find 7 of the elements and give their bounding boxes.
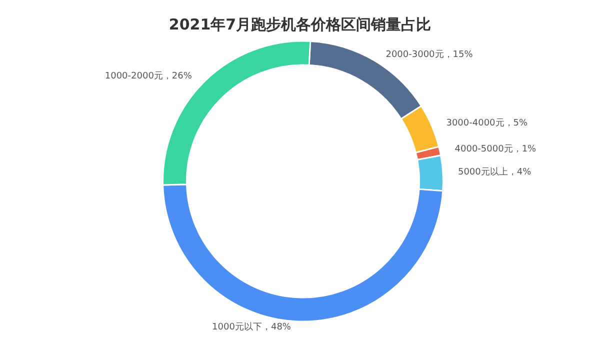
slice-label: 1000元以下，48%	[212, 321, 292, 332]
slice-label: 2000-3000元，15%	[386, 48, 474, 60]
slice-label: 4000-5000元，1%	[454, 144, 537, 155]
slice-label: 5000元以上，4%	[458, 166, 532, 178]
slice-label: 1000-2000元，26%	[104, 70, 192, 82]
chart-title: 2021年7月跑步机各价格区间销量占比	[168, 16, 432, 34]
slice-label: 3000-4000元，5%	[446, 117, 528, 128]
